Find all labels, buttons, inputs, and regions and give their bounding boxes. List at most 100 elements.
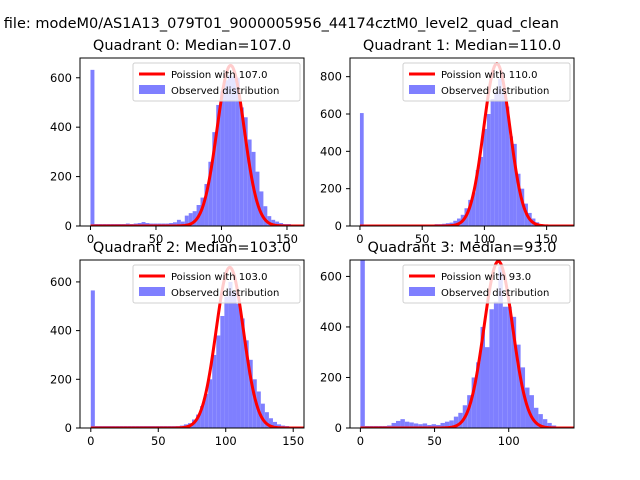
x-tick-label: 50 <box>151 434 166 448</box>
hist-bar <box>208 379 213 428</box>
legend: Poission with 110.0 Observed distribution <box>402 62 571 102</box>
hist-bar <box>489 309 494 428</box>
hist-bar <box>467 395 472 428</box>
y-tick-label: 600 <box>320 269 342 283</box>
y-tick-label: 0 <box>335 421 342 435</box>
hist-bar <box>418 424 423 428</box>
legend-label-fit: Poission with 93.0 <box>441 272 531 283</box>
hist-bar <box>542 419 548 428</box>
y-tick-label: 200 <box>50 170 72 184</box>
hist-bar <box>277 424 282 428</box>
hist-bar <box>216 335 221 428</box>
y-tick-label: 600 <box>320 107 342 121</box>
subplot-3: 0 50 100 0 200 400 600 Quadrant 3: Median=93.0 P… <box>320 240 575 448</box>
hist-bar <box>520 188 525 226</box>
hist-bar <box>176 219 181 226</box>
hist-bar <box>239 107 244 226</box>
hist-bar <box>440 422 445 428</box>
hist-bar <box>204 184 209 226</box>
hist-bar <box>216 104 221 226</box>
y-tick-label: 600 <box>50 71 72 85</box>
hist-bar <box>453 416 459 428</box>
hist-bar <box>196 414 201 428</box>
hist-bar <box>494 91 499 226</box>
hist-bar <box>200 197 205 226</box>
axes-frame <box>349 57 575 227</box>
hist-bar <box>502 306 508 428</box>
y-tick-label: 200 <box>320 182 342 196</box>
y-tick-label: 0 <box>335 219 342 233</box>
y-tick-label: 400 <box>320 320 342 334</box>
hist-bar <box>493 301 499 428</box>
hist-bar <box>395 420 401 428</box>
hist-bar <box>453 220 458 226</box>
hist-bar <box>498 266 503 428</box>
hist-bar <box>444 421 450 428</box>
hist-bar <box>90 69 95 226</box>
subplot-1: 0 50 100 150 0 200 400 600 800 Quadrant 1: Median… <box>320 38 575 246</box>
legend-box <box>402 62 571 102</box>
poisson-fit-line <box>359 260 574 428</box>
hist-bar <box>471 377 477 428</box>
hist-bar <box>483 128 487 226</box>
hist-bar <box>511 316 517 428</box>
hist-bar <box>173 222 177 226</box>
hist-bar <box>359 113 364 226</box>
subplot-2: 0 50 100 150 0 200 400 600 Quadrant 2: Median=10… <box>50 240 305 448</box>
x-tick-label: 150 <box>536 232 558 246</box>
hist-bar <box>192 211 197 226</box>
axes-frame <box>79 259 305 429</box>
hist-bar <box>275 221 280 226</box>
hist-bar <box>471 192 476 226</box>
x-tick-label: 100 <box>210 232 232 246</box>
hist-bar <box>235 77 240 226</box>
legend-bar-swatch <box>139 85 165 94</box>
hist-bar <box>267 216 272 226</box>
legend-label-observed: Observed distribution <box>441 86 549 97</box>
hist-bar <box>220 316 225 428</box>
hist-bar <box>507 306 512 428</box>
legend-box <box>132 264 301 304</box>
legend-label-observed: Observed distribution <box>171 288 279 299</box>
hist-bar <box>231 76 236 226</box>
x-tick-label: 0 <box>87 434 94 448</box>
hist-bar <box>228 75 232 226</box>
hist-bar <box>533 407 539 428</box>
hist-bar <box>220 91 225 226</box>
hist-bar <box>468 199 472 226</box>
hist-bar <box>529 395 534 428</box>
hist-bar <box>449 420 454 428</box>
hist-bar <box>422 423 428 428</box>
hist-bar <box>479 156 484 226</box>
legend-label-fit: Poission with 103.0 <box>171 272 267 283</box>
legend-label-observed: Observed distribution <box>171 86 279 97</box>
subplot-title: Quadrant 0: Median=107.0 <box>93 38 291 54</box>
x-tick-label: 100 <box>215 434 237 448</box>
subplot-title: Quadrant 1: Median=110.0 <box>363 38 561 54</box>
hist-bar <box>400 419 405 428</box>
hist-bar <box>260 403 265 428</box>
legend-box <box>132 62 301 102</box>
axes-frame <box>349 259 575 429</box>
hist-bar <box>498 78 502 226</box>
hist-bar <box>271 219 276 226</box>
hist-bar <box>520 367 526 428</box>
hist-bar <box>404 421 410 428</box>
hist-bar <box>268 418 273 428</box>
hist-bar <box>505 106 510 226</box>
legend-label-fit: Poission with 110.0 <box>441 70 537 81</box>
hist-bar <box>188 213 193 226</box>
y-tick-label: 400 <box>320 144 342 158</box>
hist-bar <box>204 393 209 428</box>
hist-bar <box>259 191 264 226</box>
hist-bar <box>484 347 490 428</box>
hist-bar <box>141 222 146 226</box>
y-tick-label: 0 <box>65 421 72 435</box>
legend-label-observed: Observed distribution <box>441 288 549 299</box>
subplot-title: Quadrant 2: Median=103.0 <box>93 240 291 256</box>
hist-bar <box>200 406 205 428</box>
hist-bar <box>228 281 233 428</box>
hist-bar <box>224 296 229 428</box>
hist-bar <box>475 170 480 226</box>
x-tick-label: 0 <box>357 434 364 448</box>
